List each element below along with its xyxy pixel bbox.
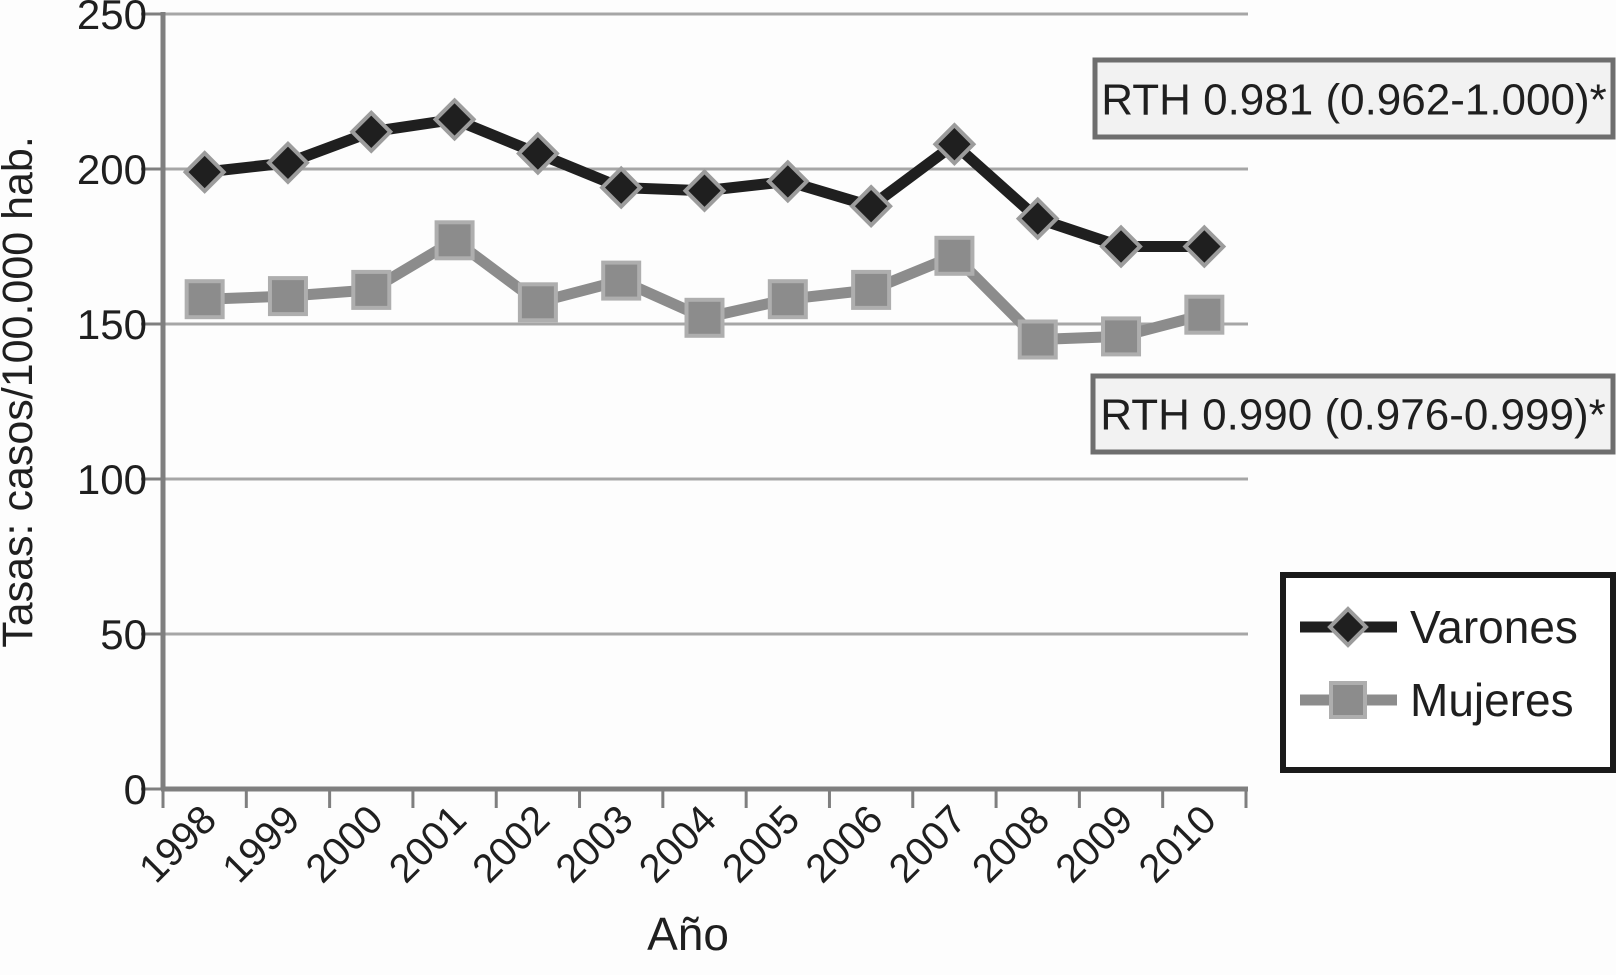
x-tick-label: 2006	[797, 797, 891, 891]
legend-item-varones: Varones	[1300, 601, 1578, 653]
data-point-mujeres	[767, 279, 808, 320]
data-point-varones	[932, 122, 977, 167]
data-point-varones	[599, 165, 644, 210]
data-point-varones	[432, 97, 477, 142]
data-point-mujeres	[517, 282, 558, 323]
legend-label-mujeres: Mujeres	[1410, 674, 1574, 726]
data-point-varones	[266, 140, 310, 185]
x-tick-label: 2009	[1047, 797, 1141, 891]
legend-item-mujeres: Mujeres	[1300, 674, 1574, 726]
data-point-mujeres	[184, 279, 225, 320]
x-tick-label: 2010	[1131, 797, 1225, 891]
data-point-mujeres	[351, 269, 392, 310]
x-tick-label: 2008	[964, 797, 1058, 891]
data-point-varones	[516, 131, 560, 176]
annotation-box	[1092, 57, 1616, 140]
annotation-rth-mujeres: RTH 0.990 (0.976-0.999)*	[1090, 373, 1616, 455]
tick-labels-layer: 0501001502002501998199920002001200220032…	[77, 0, 1225, 891]
series-layer	[182, 97, 1227, 360]
gridlines-layer	[163, 12, 1248, 791]
data-point-mujeres	[684, 297, 725, 338]
legend-marker-square	[1329, 681, 1367, 719]
data-point-mujeres	[1017, 319, 1058, 360]
x-tick-label: 2007	[881, 797, 975, 891]
y-tick-label: 250	[77, 0, 147, 38]
data-point-mujeres	[267, 276, 308, 317]
legend-label-varones: Varones	[1410, 601, 1578, 653]
data-point-varones	[1015, 196, 1060, 241]
data-point-varones	[765, 159, 810, 204]
x-tick-label: 2000	[298, 797, 392, 891]
annotation-box	[1090, 373, 1616, 455]
y-tick-label: 100	[77, 456, 147, 503]
legend-box	[1280, 572, 1616, 773]
data-point-varones	[682, 168, 727, 213]
x-tick-label: 2002	[464, 797, 558, 891]
data-point-mujeres	[1184, 294, 1225, 335]
data-point-mujeres	[434, 220, 475, 261]
annotation-rth-varones: RTH 0.981 (0.962-1.000)*	[1092, 57, 1616, 140]
legend: Varones Mujeres	[1280, 572, 1616, 773]
x-tick-label: 2003	[548, 797, 642, 891]
data-point-mujeres	[851, 269, 892, 310]
y-tick-label: 150	[77, 301, 147, 348]
data-point-mujeres	[1101, 316, 1142, 357]
annotation-text: RTH 0.981 (0.962-1.000)*	[1101, 76, 1606, 125]
y-tick-label: 50	[100, 611, 147, 658]
data-point-varones	[1099, 224, 1143, 269]
x-tick-label: 1999	[214, 797, 308, 891]
x-tick-label: 2004	[631, 797, 725, 891]
data-point-varones	[349, 109, 394, 154]
x-axis-title: Año	[647, 908, 729, 960]
data-point-varones	[849, 184, 893, 229]
axes-layer	[141, 12, 1248, 808]
data-point-mujeres	[934, 235, 975, 276]
annotation-text: RTH 0.990 (0.976-0.999)*	[1100, 391, 1605, 440]
data-point-varones	[182, 150, 227, 194]
y-tick-label: 200	[77, 146, 147, 193]
data-point-varones	[1182, 224, 1227, 269]
x-tick-label: 2001	[381, 797, 475, 891]
y-axis-title: Tasas: casos/100.000 hab.	[0, 136, 42, 648]
x-tick-label: 2005	[714, 797, 808, 891]
legend-marker-diamond	[1327, 606, 1369, 648]
y-tick-label: 0	[124, 766, 147, 813]
data-point-mujeres	[601, 260, 642, 301]
